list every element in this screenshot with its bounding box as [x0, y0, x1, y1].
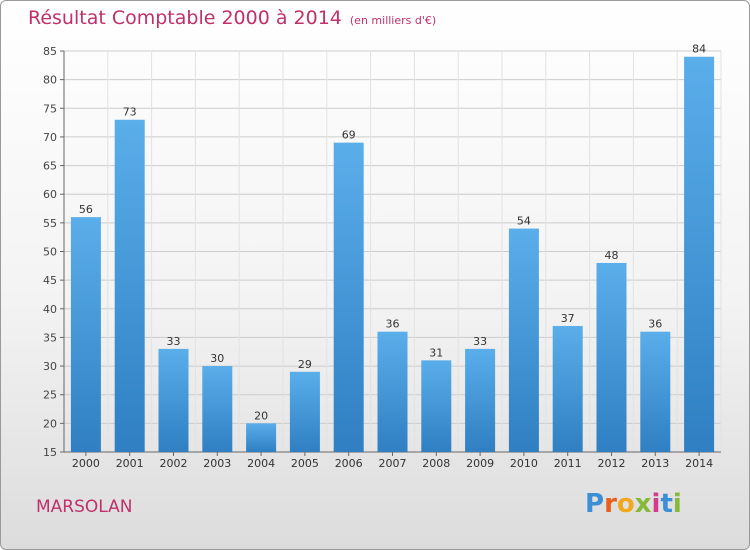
- data-label: 56: [79, 203, 93, 216]
- x-tick-label: 2006: [335, 457, 363, 470]
- y-tick-label: 15: [43, 446, 57, 459]
- y-tick-label: 20: [43, 417, 57, 430]
- bar-2003[interactable]: [202, 366, 233, 452]
- logo-letter: i: [651, 489, 661, 519]
- x-tick-label: 2008: [422, 457, 450, 470]
- data-label: 84: [692, 43, 706, 56]
- y-tick-label: 70: [43, 131, 57, 144]
- x-tick-label: 2002: [160, 457, 188, 470]
- bar-2005[interactable]: [289, 371, 320, 452]
- bar-2006[interactable]: [333, 142, 364, 452]
- bars: [70, 56, 715, 452]
- x-tick-label: 2005: [291, 457, 319, 470]
- logo-letter: x: [634, 489, 652, 519]
- y-tick-label: 50: [43, 246, 57, 259]
- data-label: 31: [429, 346, 443, 359]
- data-label: 33: [167, 335, 181, 348]
- x-tick-label: 2007: [379, 457, 407, 470]
- y-tick-label: 30: [43, 360, 57, 373]
- y-tick-label: 75: [43, 102, 57, 115]
- y-tick-label: 35: [43, 331, 57, 344]
- y-tick-label: 60: [43, 188, 57, 201]
- bar-2008[interactable]: [421, 360, 452, 452]
- labels: 15 20 25 30 35 40 45 50 55 60 65 70 75 80 85 56 2000 73 20…: [43, 43, 713, 470]
- y-tick-label: 40: [43, 303, 57, 316]
- data-label: 69: [342, 129, 356, 142]
- bar-2001[interactable]: [114, 119, 145, 452]
- data-label: 54: [517, 215, 531, 228]
- bar-2010[interactable]: [508, 228, 539, 452]
- x-tick-label: 2004: [247, 457, 275, 470]
- bar-2013[interactable]: [640, 331, 671, 452]
- data-label: 30: [210, 352, 224, 365]
- x-tick-label: 2011: [554, 457, 582, 470]
- bar-2014[interactable]: [684, 56, 715, 452]
- data-label: 29: [298, 358, 312, 371]
- y-tick-label: 55: [43, 217, 57, 230]
- y-tick-label: 25: [43, 389, 57, 402]
- x-tick-label: 2000: [72, 457, 100, 470]
- commune-name: MARSOLAN: [36, 497, 133, 517]
- y-tick-label: 80: [43, 74, 57, 87]
- x-tick-label: 2012: [598, 457, 626, 470]
- x-tick-label: 2009: [466, 457, 494, 470]
- data-label: 33: [473, 335, 487, 348]
- bar-2004[interactable]: [246, 423, 277, 452]
- logo-letter: P: [585, 489, 605, 519]
- y-tick-label: 65: [43, 160, 57, 173]
- data-label: 48: [605, 249, 619, 262]
- logo-letter: o: [616, 489, 635, 519]
- data-label: 37: [561, 312, 575, 325]
- logo-letter: r: [604, 489, 617, 519]
- x-tick-label: 2003: [203, 457, 231, 470]
- chart-title: Résultat Comptable 2000 à 2014: [28, 7, 342, 29]
- bar-2000[interactable]: [70, 217, 101, 452]
- x-tick-label: 2010: [510, 457, 538, 470]
- logo-letter: i: [672, 489, 682, 519]
- proxiti-logo[interactable]: Proxiti: [585, 489, 682, 519]
- y-tick-label: 85: [43, 45, 57, 58]
- x-tick-label: 2014: [685, 457, 713, 470]
- x-tick-label: 2001: [116, 457, 144, 470]
- x-tick-label: 2013: [641, 457, 669, 470]
- chart-title-block: Résultat Comptable 2000 à 2014 (en millie…: [28, 7, 436, 29]
- bar-2009[interactable]: [465, 348, 496, 452]
- bar-2002[interactable]: [158, 348, 189, 452]
- chart-subtitle: (en milliers d'€): [349, 14, 437, 27]
- data-label: 36: [648, 318, 662, 331]
- logo-letter: t: [660, 489, 673, 519]
- y-tick-label: 45: [43, 274, 57, 287]
- bar-2007[interactable]: [377, 331, 408, 452]
- data-label: 73: [123, 106, 137, 119]
- bar-2011[interactable]: [552, 325, 583, 452]
- data-label: 20: [254, 409, 268, 422]
- data-label: 36: [386, 318, 400, 331]
- bar-2012[interactable]: [596, 262, 627, 452]
